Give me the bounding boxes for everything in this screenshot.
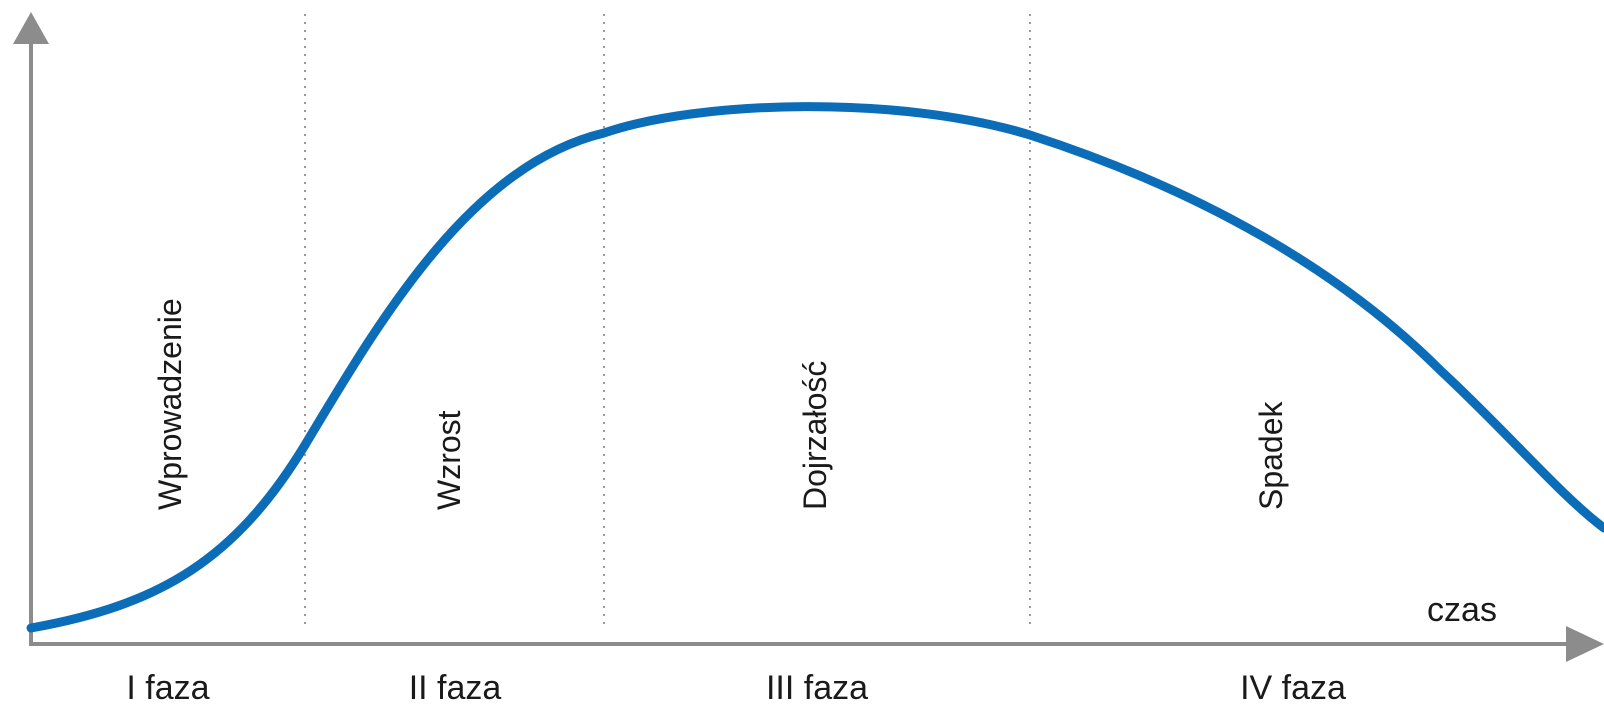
phase-label-1: I faza [126, 669, 209, 707]
y-axis-arrow [13, 12, 49, 44]
x-axis-label: czas [1427, 591, 1497, 629]
phase-label-3: III faza [766, 669, 868, 707]
life-cycle-curve [26, 102, 1604, 633]
stage-label-maturity: Dojrzałość [797, 361, 833, 510]
stage-label-decline: Spadek [1253, 400, 1289, 510]
phase-label-2: II faza [409, 669, 502, 707]
phase-label-4: IV faza [1240, 669, 1346, 707]
stage-label-growth: Wzrost [431, 410, 467, 510]
x-axis-arrow [1566, 626, 1604, 662]
stage-label-introduction: Wprowadzenie [152, 298, 188, 510]
